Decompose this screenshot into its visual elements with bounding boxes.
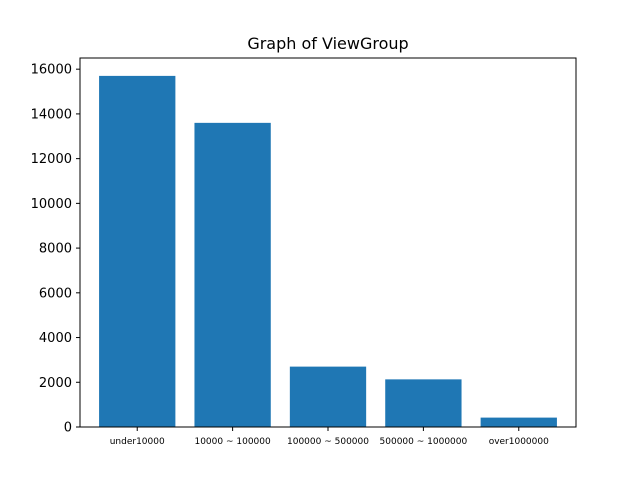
- y-tick-label: 8000: [39, 242, 72, 257]
- y-tick-label: 12000: [31, 152, 72, 167]
- y-tick-label: 0: [64, 421, 72, 436]
- y-tick-label: 6000: [39, 286, 72, 301]
- plot-frame: [79, 57, 577, 428]
- bar: [289, 366, 367, 427]
- y-tick-label: 14000: [31, 107, 72, 122]
- y-tick-label: 4000: [39, 331, 72, 346]
- bar: [99, 75, 176, 428]
- x-tick-label: 100000 ~ 500000: [287, 437, 369, 447]
- bar: [194, 122, 271, 427]
- x-tick-label: over1000000: [489, 437, 549, 447]
- y-axis: 0 2000 4000 6000 8000 10000 12000 14000 16000: [31, 63, 80, 436]
- x-tick-label: 500000 ~ 1000000: [380, 437, 468, 447]
- chart-title: Graph of ViewGroup: [247, 34, 408, 53]
- bar: [480, 417, 557, 427]
- y-tick-label: 10000: [31, 197, 72, 212]
- y-tick-label: 2000: [39, 376, 72, 391]
- bars-group: [99, 75, 557, 428]
- bar: [385, 379, 462, 427]
- y-tick-label: 16000: [31, 63, 72, 78]
- x-axis: under10000 10000 ~ 100000 100000 ~ 500000 5…: [110, 427, 549, 447]
- x-tick-label: 10000 ~ 100000: [194, 437, 271, 447]
- x-tick-label: under10000: [110, 437, 165, 447]
